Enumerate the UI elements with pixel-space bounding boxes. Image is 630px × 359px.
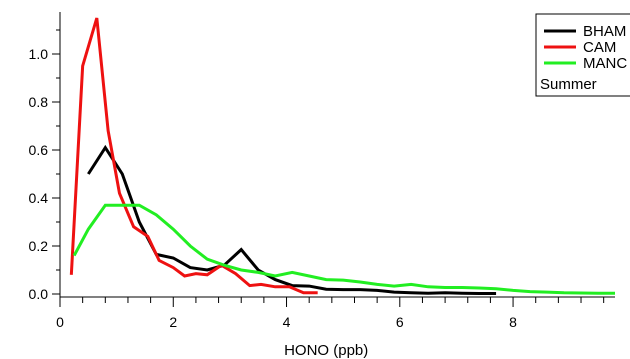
y-ticks: 0.0 0.2 0.4 0.6 0.8 1.0 (29, 29, 60, 302)
y-tick-label: 0.6 (29, 142, 49, 158)
series-line-manc (72, 203, 615, 295)
x-ticks: 0 2 4 6 8 (56, 297, 605, 330)
legend-note: Summer (540, 76, 597, 93)
x-tick-label: 4 (283, 314, 291, 330)
x-tick-label: 6 (396, 314, 404, 330)
series-line-cam (69, 17, 318, 295)
y-tick-label: 0.2 (29, 238, 49, 254)
series-layer (69, 17, 615, 296)
x-tick-label: 2 (169, 314, 177, 330)
x-axis-label: HONO (ppb) (284, 342, 368, 359)
x-tick-label: 0 (56, 314, 64, 330)
legend-label-bham: BHAM (583, 23, 626, 40)
y-tick-label: 0.0 (29, 286, 49, 302)
y-tick-label: 0.4 (29, 190, 49, 206)
x-tick-label: 8 (509, 314, 517, 330)
y-tick-label: 0.8 (29, 94, 49, 110)
legend-label-cam: CAM (583, 39, 616, 56)
y-tick-label: 1.0 (29, 46, 49, 62)
legend-label-manc: MANC (583, 55, 627, 72)
legend-box (535, 13, 630, 97)
